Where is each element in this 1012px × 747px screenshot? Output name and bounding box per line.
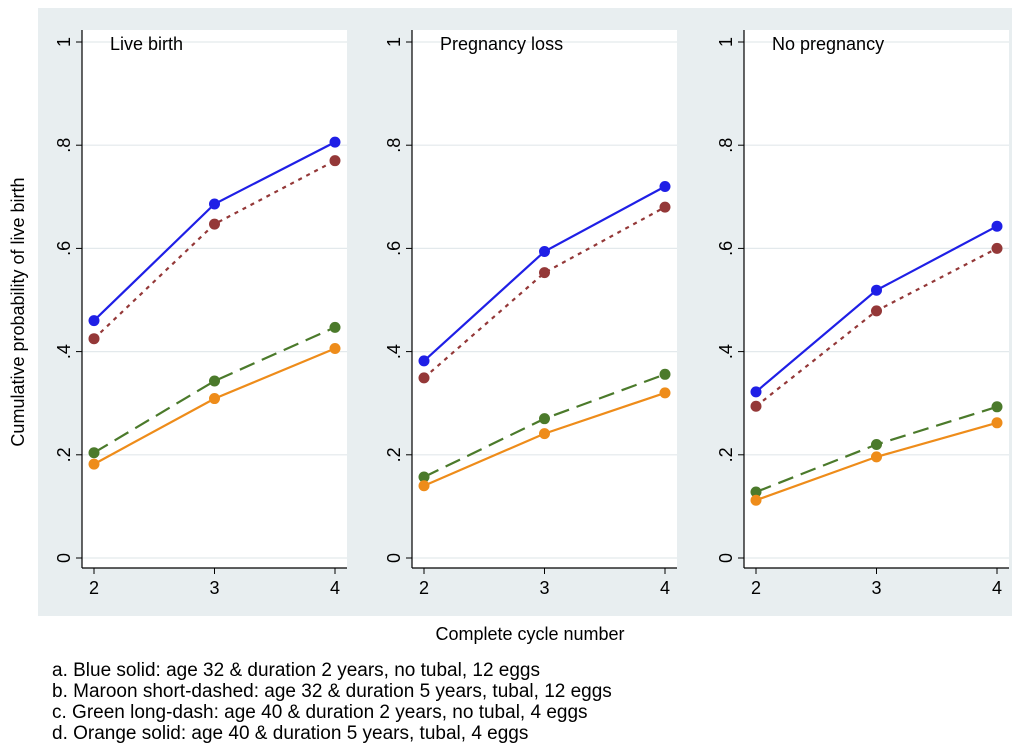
data-point-a (329, 136, 341, 148)
y-tick-label: .4 (54, 344, 74, 359)
data-point-c (209, 375, 220, 387)
data-point-d (539, 428, 550, 440)
y-tick-label: 0 (384, 553, 404, 563)
x-tick-label: 4 (992, 578, 1002, 598)
plot-area (82, 30, 347, 568)
legend-entry-b: b. Maroon short-dashed: age 32 & duratio… (52, 681, 612, 702)
x-tick-label: 2 (89, 578, 99, 598)
data-point-d (418, 480, 430, 492)
data-point-b (991, 242, 1003, 254)
data-point-b (871, 305, 882, 317)
y-tick-label: .2 (716, 447, 736, 462)
y-tick-label: 1 (716, 37, 736, 47)
data-point-c (750, 486, 762, 498)
x-tick-label: 2 (419, 578, 429, 598)
plot-area (744, 30, 1009, 568)
data-point-c (539, 413, 550, 425)
legend-entry-c: c. Green long-dash: age 40 & duration 2 … (52, 702, 588, 723)
x-tick-label: 3 (539, 578, 549, 598)
data-point-a (209, 198, 220, 210)
x-tick-label: 4 (330, 578, 340, 598)
y-tick-label: 0 (54, 553, 74, 563)
panel-1: 0 .2 .4 .6 .8 1 2 3 4 Live birth (54, 30, 347, 598)
data-point-a (418, 355, 430, 367)
panel-title: Pregnancy loss (440, 34, 563, 54)
data-point-b (209, 218, 220, 230)
data-point-a (539, 245, 550, 257)
legend-entry-a: a. Blue solid: age 32 & duration 2 years… (52, 660, 540, 681)
y-tick-label: .6 (384, 241, 404, 256)
data-point-c (659, 368, 671, 380)
y-tick-label: 1 (384, 37, 404, 47)
data-point-d (991, 417, 1003, 429)
data-point-a (659, 180, 671, 192)
data-point-d (209, 393, 220, 405)
data-point-c (991, 401, 1003, 413)
data-point-b (418, 372, 430, 384)
data-point-a (871, 284, 882, 296)
panel-3: 0 .2 .4 .6 .8 1 2 3 4 No pregnancy (716, 30, 1009, 598)
data-point-c (418, 471, 430, 483)
data-point-d (659, 387, 671, 399)
data-point-c (329, 321, 341, 333)
y-tick-label: .2 (384, 447, 404, 462)
data-point-a (88, 315, 100, 327)
data-point-d (88, 458, 100, 470)
y-tick-label: .4 (384, 344, 404, 359)
data-point-c (88, 447, 100, 459)
panel-title: No pregnancy (772, 34, 884, 54)
panel-2: 0 .2 .4 .6 .8 1 2 3 4 Pregnancy loss (384, 30, 677, 598)
y-tick-label: .8 (54, 138, 74, 153)
y-tick-label: .6 (716, 241, 736, 256)
y-tick-label: .8 (716, 138, 736, 153)
data-point-a (991, 220, 1003, 232)
y-axis-label: Cumulative probability of live birth (8, 177, 28, 446)
panel-title: Live birth (110, 34, 183, 54)
x-axis-label: Complete cycle number (435, 624, 624, 644)
y-tick-label: 1 (54, 37, 74, 47)
x-tick-label: 3 (871, 578, 881, 598)
data-point-d (750, 494, 762, 506)
data-point-d (329, 343, 341, 355)
x-tick-label: 4 (660, 578, 670, 598)
legend: a. Blue solid: age 32 & duration 2 years… (52, 660, 612, 744)
x-tick-label: 2 (751, 578, 761, 598)
data-point-d (871, 451, 882, 463)
y-tick-label: .2 (54, 447, 74, 462)
y-tick-label: .6 (54, 241, 74, 256)
y-tick-label: 0 (716, 553, 736, 563)
series-line-b (93, 159, 336, 340)
x-tick-label: 3 (209, 578, 219, 598)
chart-panels: 0 .2 .4 .6 .8 1 2 3 4 Live birth 0 .2 .4 .6 .8 1 2 3 4 Preg… (54, 30, 1009, 598)
y-tick-label: .8 (384, 138, 404, 153)
data-point-a (750, 386, 762, 398)
data-point-b (659, 201, 671, 213)
data-point-b (88, 333, 100, 345)
series-line-c (93, 326, 336, 454)
data-point-c (871, 438, 882, 450)
data-point-b (539, 267, 550, 279)
data-point-b (329, 155, 341, 167)
legend-entry-d: d. Orange solid: age 40 & duration 5 yea… (52, 723, 529, 744)
plot-area (412, 30, 677, 568)
y-tick-label: .4 (716, 344, 736, 359)
data-point-b (750, 400, 762, 412)
